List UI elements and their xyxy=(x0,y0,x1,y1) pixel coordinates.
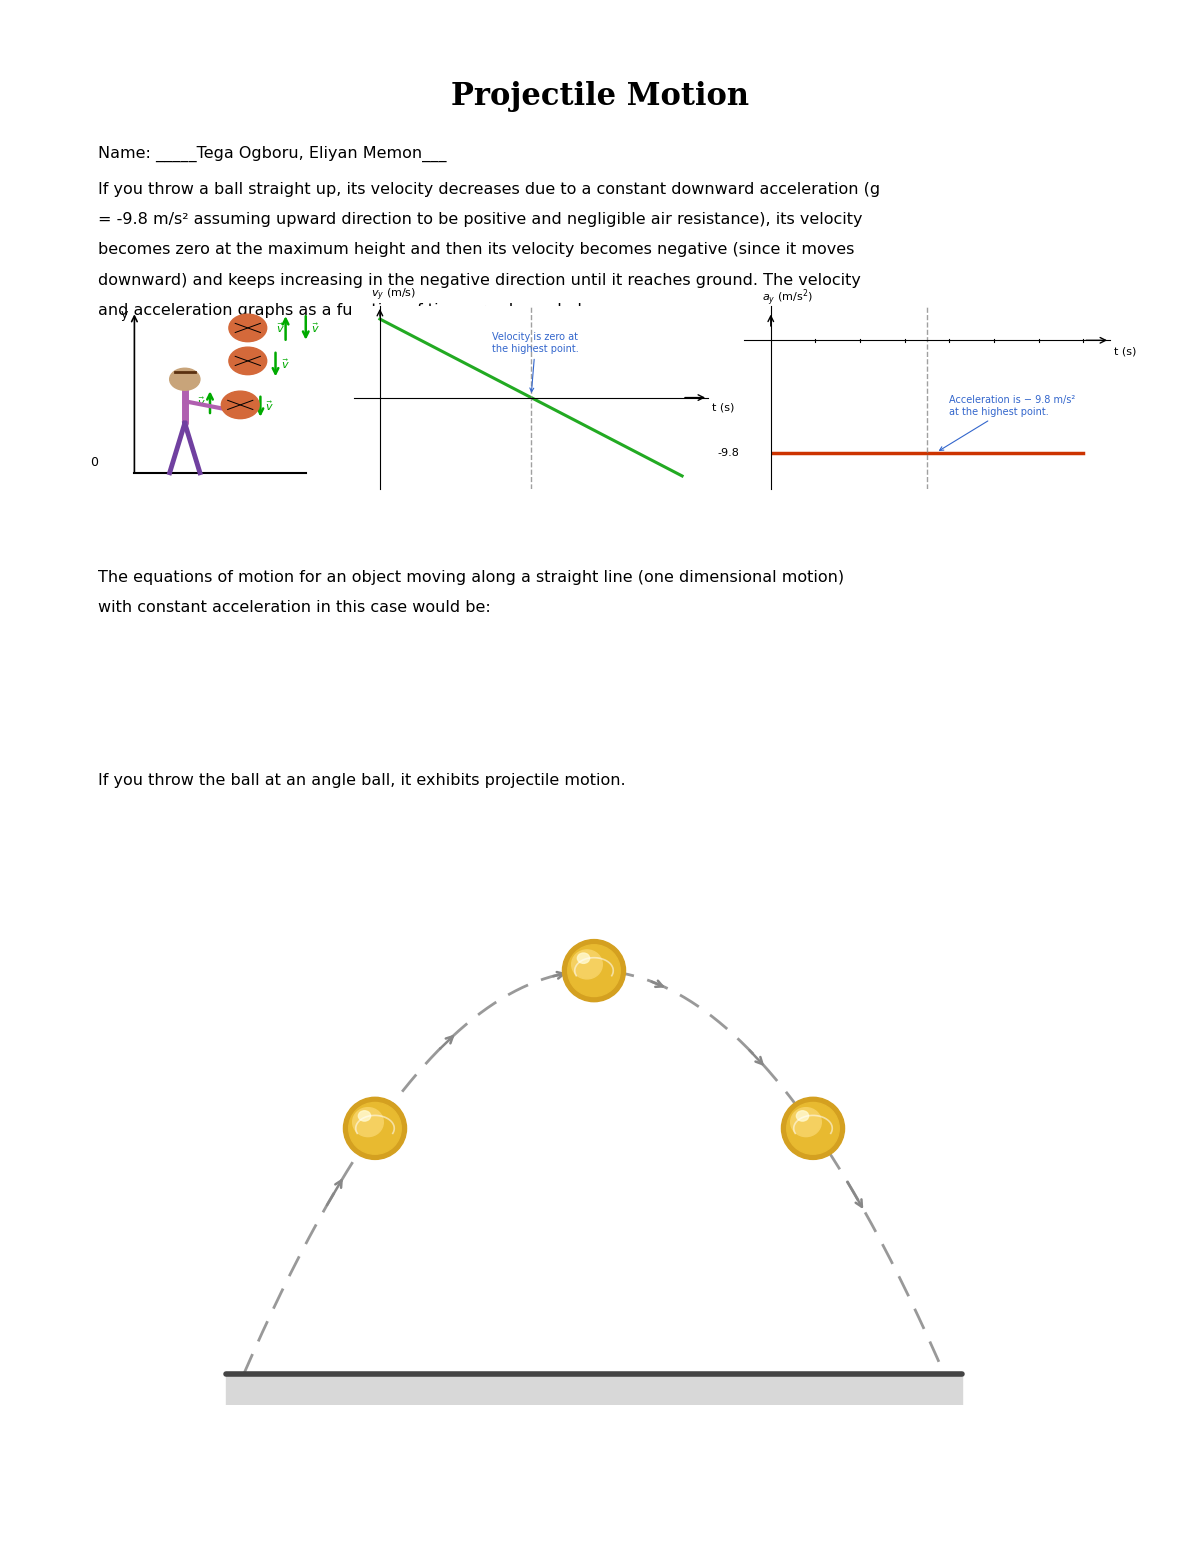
Ellipse shape xyxy=(568,944,620,997)
Text: t (s): t (s) xyxy=(713,402,734,413)
Text: and acceleration graphs as a function of time are shown below.: and acceleration graphs as a function of… xyxy=(98,303,608,318)
Ellipse shape xyxy=(797,1110,809,1121)
Text: $\vec{v}$: $\vec{v}$ xyxy=(311,321,319,335)
Circle shape xyxy=(221,391,259,419)
Text: If you throw the ball at an angle ball, it exhibits projectile motion.: If you throw the ball at an angle ball, … xyxy=(98,773,626,789)
Ellipse shape xyxy=(349,1103,401,1154)
Ellipse shape xyxy=(781,1098,845,1160)
Text: Acceleration is − 9.8 m/s²
at the highest point.: Acceleration is − 9.8 m/s² at the highes… xyxy=(940,394,1075,450)
Text: becomes zero at the maximum height and then its velocity becomes negative (since: becomes zero at the maximum height and t… xyxy=(98,242,854,258)
Text: with constant acceleration in this case would be:: with constant acceleration in this case … xyxy=(98,599,491,615)
Ellipse shape xyxy=(343,1098,407,1160)
Text: Name: _____Tega Ogboru, Eliyan Memon___: Name: _____Tega Ogboru, Eliyan Memon___ xyxy=(98,146,446,162)
Bar xyxy=(226,1374,962,1405)
Circle shape xyxy=(169,368,200,390)
Text: The equations of motion for an object moving along a straight line (one dimensio: The equations of motion for an object mo… xyxy=(98,570,845,585)
Text: y: y xyxy=(121,307,128,321)
Text: downward) and keeps increasing in the negative direction until it reaches ground: downward) and keeps increasing in the ne… xyxy=(98,272,862,287)
Text: Velocity is zero at
the highest point.: Velocity is zero at the highest point. xyxy=(492,332,578,391)
Ellipse shape xyxy=(563,940,625,1002)
Ellipse shape xyxy=(577,954,589,963)
Text: $\vec{v}$: $\vec{v}$ xyxy=(265,399,274,413)
Text: $\vec{v}$: $\vec{v}$ xyxy=(281,357,289,371)
Text: 0: 0 xyxy=(90,457,98,469)
Text: If you throw a ball straight up, its velocity decreases due to a constant downwa: If you throw a ball straight up, its vel… xyxy=(98,182,881,197)
Circle shape xyxy=(229,314,266,342)
Text: $\vec{v}$: $\vec{v}$ xyxy=(198,396,206,408)
Ellipse shape xyxy=(353,1107,383,1137)
Ellipse shape xyxy=(787,1103,839,1154)
Text: Projectile Motion: Projectile Motion xyxy=(451,81,749,112)
Text: $a_y$ (m/s$^2$): $a_y$ (m/s$^2$) xyxy=(762,287,812,307)
Text: -9.8: -9.8 xyxy=(718,447,739,458)
Text: t (s): t (s) xyxy=(1115,346,1136,356)
Text: $v_y$ (m/s): $v_y$ (m/s) xyxy=(371,286,416,303)
Ellipse shape xyxy=(571,950,602,978)
Circle shape xyxy=(229,348,266,374)
Text: $\vec{v}$: $\vec{v}$ xyxy=(276,321,284,335)
Text: = -9.8 m/s² assuming upward direction to be positive and negligible air resistan: = -9.8 m/s² assuming upward direction to… xyxy=(98,213,863,227)
Ellipse shape xyxy=(791,1107,821,1137)
Ellipse shape xyxy=(359,1110,371,1121)
